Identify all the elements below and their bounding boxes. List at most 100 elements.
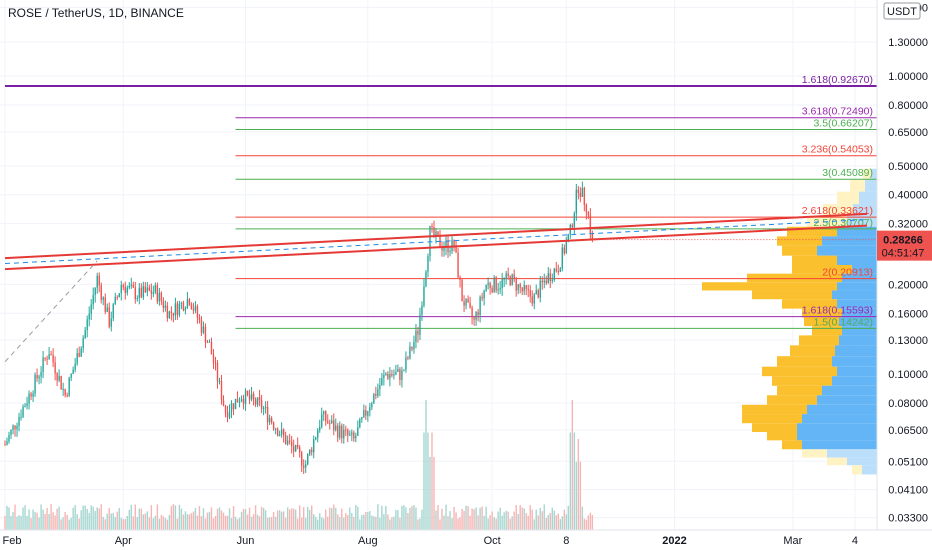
volume-bar (571, 400, 574, 530)
candle-body (292, 446, 295, 452)
volume-bar (389, 519, 391, 530)
candle-body (339, 425, 341, 438)
volume-bar (236, 519, 239, 530)
candle-body (425, 271, 427, 287)
volume-bar (433, 456, 435, 530)
volume-bar (246, 514, 249, 530)
candle-body (232, 403, 235, 410)
candle-body (563, 247, 565, 254)
volume-bar (563, 509, 565, 530)
volume-bar (447, 516, 449, 530)
volume-bar (407, 512, 409, 530)
volume-bar (234, 516, 237, 530)
volume-bar (244, 509, 247, 530)
candle-body (98, 275, 100, 286)
volume-bar (465, 505, 467, 530)
price-tick-label: 0.06500 (888, 425, 928, 437)
candle-body (108, 307, 110, 327)
volume-bar (361, 515, 363, 530)
price-tick-label: 0.80000 (888, 100, 928, 112)
volume-bar (469, 515, 471, 530)
candle-body (485, 284, 487, 291)
candle-body (18, 417, 20, 426)
volume-bar (100, 504, 102, 530)
candle-body (234, 398, 237, 410)
volume-bar (118, 508, 120, 530)
volume-profile-up-bin (837, 299, 877, 309)
volume-bar (102, 516, 104, 530)
volume-bar (567, 505, 570, 530)
candle-body (46, 358, 48, 360)
volume-bar (142, 514, 145, 530)
volume-profile-up-bin (862, 465, 877, 475)
price-tick-label: 0.32000 (888, 219, 928, 231)
candle-body (389, 373, 391, 379)
volume-bar (365, 511, 367, 530)
volume-bar (58, 506, 60, 530)
volume-bar (60, 519, 62, 530)
candle-body (507, 273, 509, 277)
candle-body (168, 311, 171, 319)
candle-body (591, 232, 594, 240)
volume-bar (477, 515, 479, 530)
volume-bar (68, 519, 70, 530)
volume-bar (80, 510, 82, 530)
volume-profile-up-bin (837, 226, 877, 237)
candle-body (543, 280, 545, 283)
candle-body (315, 437, 317, 440)
candle-body (296, 444, 299, 448)
volume-profile-up-bin (832, 376, 877, 386)
candle-body (427, 256, 429, 272)
volume-bar (192, 511, 195, 530)
volume-profile-up-bin (842, 273, 877, 283)
volume-bar (395, 509, 397, 530)
volume-bar (519, 505, 521, 530)
candle-body (553, 268, 555, 280)
time-tick-label: 8 (563, 535, 569, 547)
volume-bar (24, 505, 26, 530)
candle-body (56, 373, 58, 381)
candle-body (14, 425, 16, 430)
volume-bar (409, 507, 411, 530)
price-axis[interactable]: 1.700001.300001.000000.800000.650000.500… (592, 0, 932, 530)
volume-bar (461, 509, 463, 530)
candle-body (351, 432, 353, 435)
candle-body (333, 420, 335, 431)
volume-profile-down-bin (782, 440, 802, 450)
candle-body (224, 405, 227, 414)
time-tick-label: 4 (852, 535, 858, 547)
candle-body (96, 275, 98, 288)
volume-bar (445, 504, 447, 530)
candle-body (86, 319, 88, 331)
volume-bar (298, 505, 301, 530)
candle-body (551, 279, 553, 282)
volume-profile-up-bin (817, 395, 877, 405)
volume-bar (172, 504, 175, 530)
volume-profile-up-bin (822, 236, 877, 246)
trendlines[interactable] (4, 212, 868, 363)
volume-bar (431, 432, 433, 530)
candle-body (401, 370, 403, 380)
volume-profile-down-bin (837, 191, 859, 205)
candle-body (190, 304, 193, 309)
candle-body (180, 302, 183, 304)
candle-body (62, 389, 64, 391)
volume-bar (180, 508, 183, 530)
candle-body (453, 239, 455, 247)
candle-body (220, 381, 223, 401)
candle-body (365, 410, 367, 416)
volume-bar (282, 511, 285, 530)
time-axis[interactable]: Feb Apr Jun Aug Oct 8 2022 Mar 4 (0, 529, 932, 550)
volume-profile-down-bin (777, 385, 822, 396)
candle-body (499, 288, 501, 290)
volume-profile-up-bin (832, 356, 877, 367)
volume-bar (8, 507, 10, 530)
volume-bar (397, 510, 399, 530)
candle-body (122, 285, 124, 288)
candle-body (252, 393, 255, 400)
candle-body (355, 435, 357, 439)
volume-profile-down-bin (812, 326, 842, 336)
candle-body (262, 408, 265, 410)
volume-bar (288, 509, 291, 530)
